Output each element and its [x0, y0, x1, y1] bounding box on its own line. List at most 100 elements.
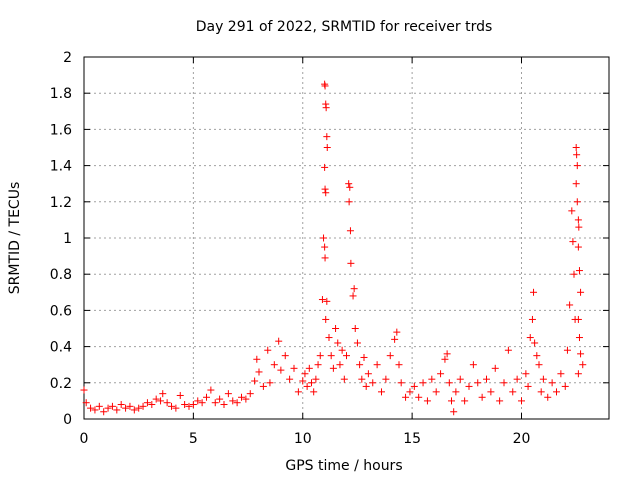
data-point	[373, 361, 381, 369]
y-axis-label: SRMTID / TECUs	[7, 182, 23, 295]
data-point	[518, 397, 525, 405]
data-point	[148, 401, 156, 409]
data-point	[286, 375, 294, 383]
data-point	[80, 386, 88, 394]
data-point	[397, 379, 405, 387]
data-point	[437, 370, 445, 378]
data-point	[238, 393, 245, 401]
data-point	[338, 346, 346, 354]
data-point	[310, 388, 318, 396]
data-point	[316, 352, 324, 360]
data-point	[402, 393, 410, 401]
x-tick-label: 15	[403, 431, 421, 447]
data-point	[301, 370, 309, 378]
data-point	[574, 216, 582, 224]
data-point	[360, 353, 368, 361]
data-point	[522, 370, 530, 378]
y-axis-ticks: 0 0.2 0.4 0.6 0.8 1 1.2 1.4 1.6 1.8 2	[50, 50, 609, 428]
data-point	[491, 364, 499, 372]
data-point	[321, 254, 329, 262]
data-point	[303, 382, 311, 390]
data-point	[358, 375, 366, 383]
data-point	[528, 315, 536, 323]
data-point	[448, 397, 455, 405]
x-tick-label: 10	[294, 431, 312, 447]
data-point	[264, 346, 272, 354]
data-point	[336, 361, 344, 369]
x-tick-label: 20	[513, 431, 531, 447]
x-tick-label: 5	[189, 431, 198, 447]
data-point	[577, 350, 585, 358]
data-point	[568, 207, 576, 215]
data-point	[350, 285, 358, 293]
data-point	[575, 223, 583, 231]
y-tick-label: 0.8	[50, 267, 72, 283]
data-point	[87, 404, 95, 412]
data-point	[382, 375, 390, 383]
data-point	[432, 388, 440, 396]
data-point	[277, 366, 285, 374]
data-point	[574, 370, 582, 378]
data-point	[305, 364, 313, 372]
data-point	[290, 364, 298, 372]
data-point	[189, 401, 197, 409]
data-point	[577, 288, 585, 296]
data-point	[224, 390, 232, 398]
data-point	[323, 133, 331, 141]
data-point	[544, 393, 552, 401]
data-point	[117, 401, 125, 409]
data-point	[362, 382, 370, 390]
data-point	[347, 259, 355, 267]
data-point	[270, 361, 278, 369]
data-point	[198, 399, 206, 407]
data-point	[474, 379, 482, 387]
data-point	[323, 144, 331, 151]
data-point	[575, 334, 583, 342]
data-point	[216, 395, 224, 403]
data-point	[126, 402, 134, 410]
data-point	[349, 292, 357, 300]
data-point	[566, 301, 574, 309]
data-point	[91, 406, 99, 414]
data-point	[135, 404, 143, 412]
data-point	[574, 315, 582, 323]
data-point	[393, 328, 401, 336]
data-point	[318, 296, 326, 304]
data-point	[266, 379, 274, 387]
data-point	[321, 185, 329, 193]
data-point	[194, 397, 202, 405]
data-point	[378, 388, 385, 396]
data-point	[203, 393, 210, 401]
data-point	[573, 198, 581, 206]
data-point	[557, 370, 565, 378]
data-point	[233, 399, 241, 407]
data-point	[419, 379, 427, 387]
data-point	[537, 388, 545, 396]
data-point	[321, 82, 329, 90]
data-point	[369, 379, 377, 387]
data-point	[415, 393, 423, 401]
data-point	[395, 361, 403, 369]
data-point	[469, 361, 477, 369]
data-point	[251, 377, 259, 385]
data-point	[386, 352, 394, 360]
data-point	[185, 402, 193, 410]
data-point	[321, 243, 329, 251]
data-point	[531, 339, 539, 347]
data-point	[320, 234, 328, 242]
data-point	[535, 361, 543, 369]
y-tick-label: 1.6	[50, 122, 72, 138]
data-point	[159, 390, 167, 398]
data-point	[524, 382, 532, 390]
data-point	[108, 402, 116, 410]
data-point	[483, 375, 490, 383]
data-point	[345, 180, 353, 188]
data-points	[80, 80, 587, 416]
y-tick-label: 1	[63, 231, 72, 247]
data-point	[406, 388, 414, 396]
data-point	[322, 104, 330, 112]
data-point	[163, 399, 171, 407]
y-tick-label: 2	[63, 50, 72, 66]
data-point	[100, 408, 108, 416]
data-point	[242, 395, 250, 403]
